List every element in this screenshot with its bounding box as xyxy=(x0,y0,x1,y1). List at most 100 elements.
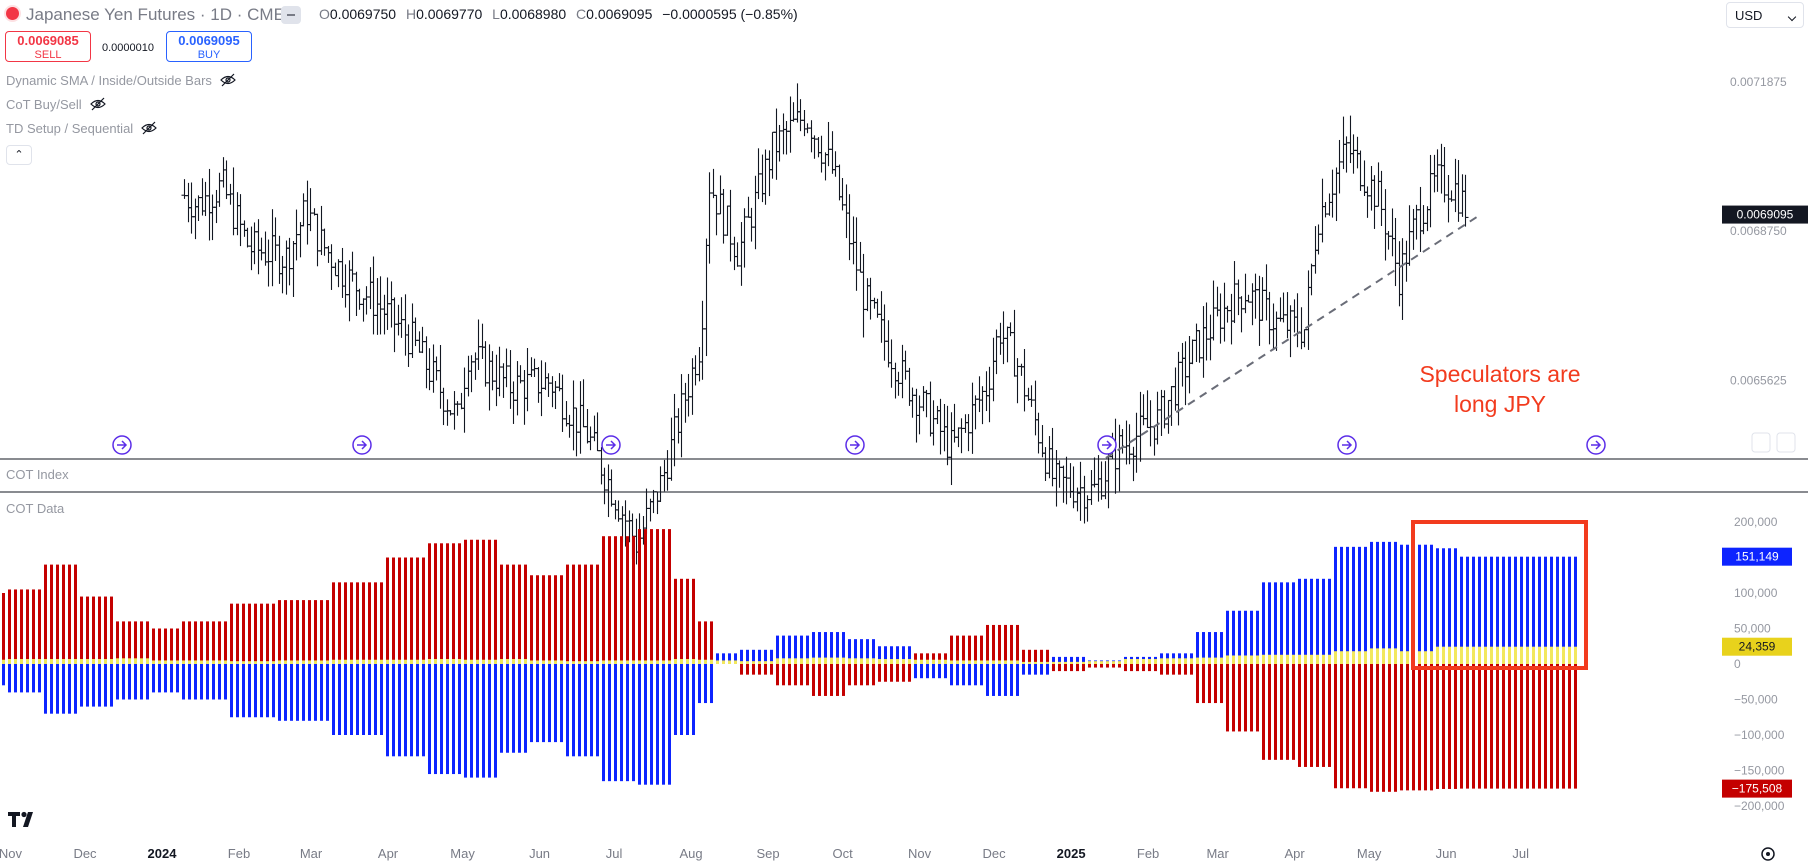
cot-long-bar xyxy=(1430,544,1433,664)
cot-small-spec-bar xyxy=(716,660,719,664)
cot-small-spec-bar xyxy=(92,659,95,664)
cot-long-bar xyxy=(14,664,17,693)
cot-small-spec-bar xyxy=(722,660,725,664)
cot-short-bar xyxy=(704,621,707,664)
cot-long-bar xyxy=(1016,664,1019,696)
indicator-row-dynamic-sma[interactable]: Dynamic SMA / Inside/Outside Bars xyxy=(6,73,236,88)
cot-long-bar xyxy=(1436,548,1439,664)
cot-long-bar xyxy=(848,639,851,664)
cot-long-bar xyxy=(1334,546,1337,664)
cot-short-bar xyxy=(836,664,839,696)
cot-long-bar xyxy=(866,639,869,664)
cot-small-spec-bar xyxy=(398,659,401,664)
cot-long-bar xyxy=(572,664,575,757)
cot-long-bar xyxy=(578,664,581,757)
cot-small-spec-bar xyxy=(464,659,467,664)
cot-short-bar xyxy=(200,621,203,664)
cot-long-bar xyxy=(854,639,857,664)
hidden-eye-icon[interactable] xyxy=(141,121,158,134)
x-axis-tick-label: Aug xyxy=(679,846,702,861)
indicator-row-cot-buy-sell[interactable]: CoT Buy/Sell xyxy=(6,97,106,112)
buy-label: BUY xyxy=(197,49,221,61)
cot-short-bar xyxy=(926,653,929,664)
cot-small-spec-bar xyxy=(524,659,527,664)
cot-small-spec-bar xyxy=(38,659,41,664)
cot-small-spec-bar xyxy=(1556,646,1559,664)
cot-short-bar xyxy=(1490,664,1493,789)
currency-select[interactable]: USD xyxy=(1726,2,1804,28)
cot-small-spec-bar xyxy=(212,660,215,664)
cot-short-bar xyxy=(1508,664,1511,789)
cot-short-bar xyxy=(512,564,515,664)
cot-long-bar xyxy=(758,649,761,664)
cot-long-bar xyxy=(890,646,893,664)
indicator-row-td-setup[interactable]: TD Setup / Sequential xyxy=(6,121,158,136)
cot-long-bar xyxy=(926,664,929,679)
cot-small-spec-bar xyxy=(1112,661,1115,664)
cot-small-spec-bar xyxy=(1154,659,1157,664)
cot-small-spec-bar xyxy=(1424,651,1427,664)
cot-long-bar xyxy=(1040,664,1043,675)
cot-long-bar xyxy=(824,632,827,664)
cot-small-spec-bar xyxy=(1448,646,1451,664)
cot-short-bar xyxy=(674,578,677,664)
cot-small-spec-bar xyxy=(776,658,779,664)
cot-short-bar xyxy=(1232,664,1235,732)
cot-long-bar xyxy=(242,664,245,718)
cot-long-bar xyxy=(1316,578,1319,664)
cot-small-spec-bar xyxy=(1508,646,1511,664)
cot-long-bar xyxy=(1220,632,1223,664)
cot-long-bar xyxy=(8,664,11,693)
symbol-title[interactable]: Japanese Yen Futures · 1D · CME xyxy=(26,5,285,24)
cot-long-bar xyxy=(554,664,557,743)
cot-long-bar xyxy=(56,664,59,714)
cot-short-bar xyxy=(1322,664,1325,767)
cot-short-bar xyxy=(350,582,353,664)
cot-small-spec-bar xyxy=(848,658,851,664)
cot-short-bar xyxy=(644,529,647,664)
cot-short-bar xyxy=(1196,664,1199,704)
cot-long-bar xyxy=(596,664,599,757)
collapse-indicators-button[interactable]: ⌃ xyxy=(6,145,32,165)
x-axis-tick-label: Jun xyxy=(529,846,550,861)
cot-small-spec-bar xyxy=(1280,654,1283,664)
minimize-legend-button[interactable] xyxy=(281,6,301,24)
sell-button[interactable]: 0.0069085 SELL xyxy=(5,31,91,62)
cot-long-bar xyxy=(68,664,71,714)
cot-short-bar xyxy=(1304,664,1307,767)
cot-short-bar xyxy=(1190,664,1193,675)
cot-small-spec-bar xyxy=(1052,661,1055,664)
cot-small-spec-bar xyxy=(134,658,137,664)
cot-long-bar xyxy=(200,664,203,700)
cot-small-spec-bar xyxy=(86,659,89,664)
cot-long-bar xyxy=(1226,610,1229,664)
trendline-dashed xyxy=(1105,213,1482,459)
cot-short-bar xyxy=(1124,664,1127,672)
cot-long-bar xyxy=(1568,556,1571,664)
cot-long-bar xyxy=(1448,548,1451,664)
cot-small-spec-bar xyxy=(1382,648,1385,664)
cot-long-bar xyxy=(50,664,53,714)
chart-header: Japanese Yen Futures · 1D · CME O0.00697… xyxy=(0,0,1400,30)
price-change: −0.0000595 (−0.85%) xyxy=(662,6,798,22)
cot-bars-group xyxy=(2,529,1577,792)
hidden-eye-icon[interactable] xyxy=(220,73,236,86)
cot-small-spec-bar xyxy=(704,659,707,664)
cot-short-bar xyxy=(542,575,545,664)
cot-long-bar xyxy=(338,664,341,735)
buy-button[interactable]: 0.0069095 BUY xyxy=(166,31,252,62)
cot-long-bar xyxy=(224,664,227,700)
cot-long-bar xyxy=(674,664,677,735)
cot-short-bar xyxy=(776,664,779,686)
cot-small-spec-bar xyxy=(1298,654,1301,664)
cot-long-bar xyxy=(992,664,995,696)
cot-small-spec-bar xyxy=(1220,657,1223,664)
cot-small-spec-bar xyxy=(962,660,965,664)
cot-short-bar xyxy=(416,557,419,664)
cot-long-bar xyxy=(1556,556,1559,664)
cot-short-bar xyxy=(1160,664,1163,675)
hidden-eye-icon[interactable] xyxy=(89,97,106,110)
cot-long-bar xyxy=(146,664,149,700)
cot-small-spec-bar xyxy=(788,658,791,664)
cot-small-spec-bar xyxy=(854,658,857,664)
